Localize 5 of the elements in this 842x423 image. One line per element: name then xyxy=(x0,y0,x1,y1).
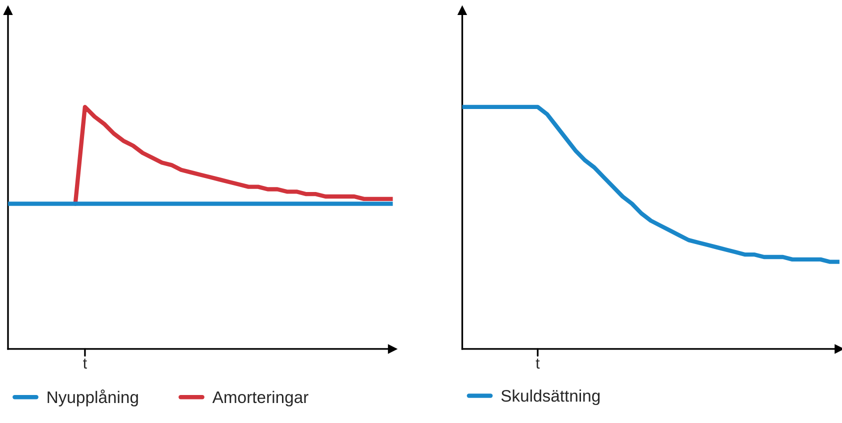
legend-label: Skuldsättning xyxy=(501,390,600,406)
text: t xyxy=(536,358,540,369)
legend-label: Nyupplåning xyxy=(48,390,138,406)
legend-label: Amorteringar xyxy=(212,390,308,406)
text: t xyxy=(83,358,87,369)
